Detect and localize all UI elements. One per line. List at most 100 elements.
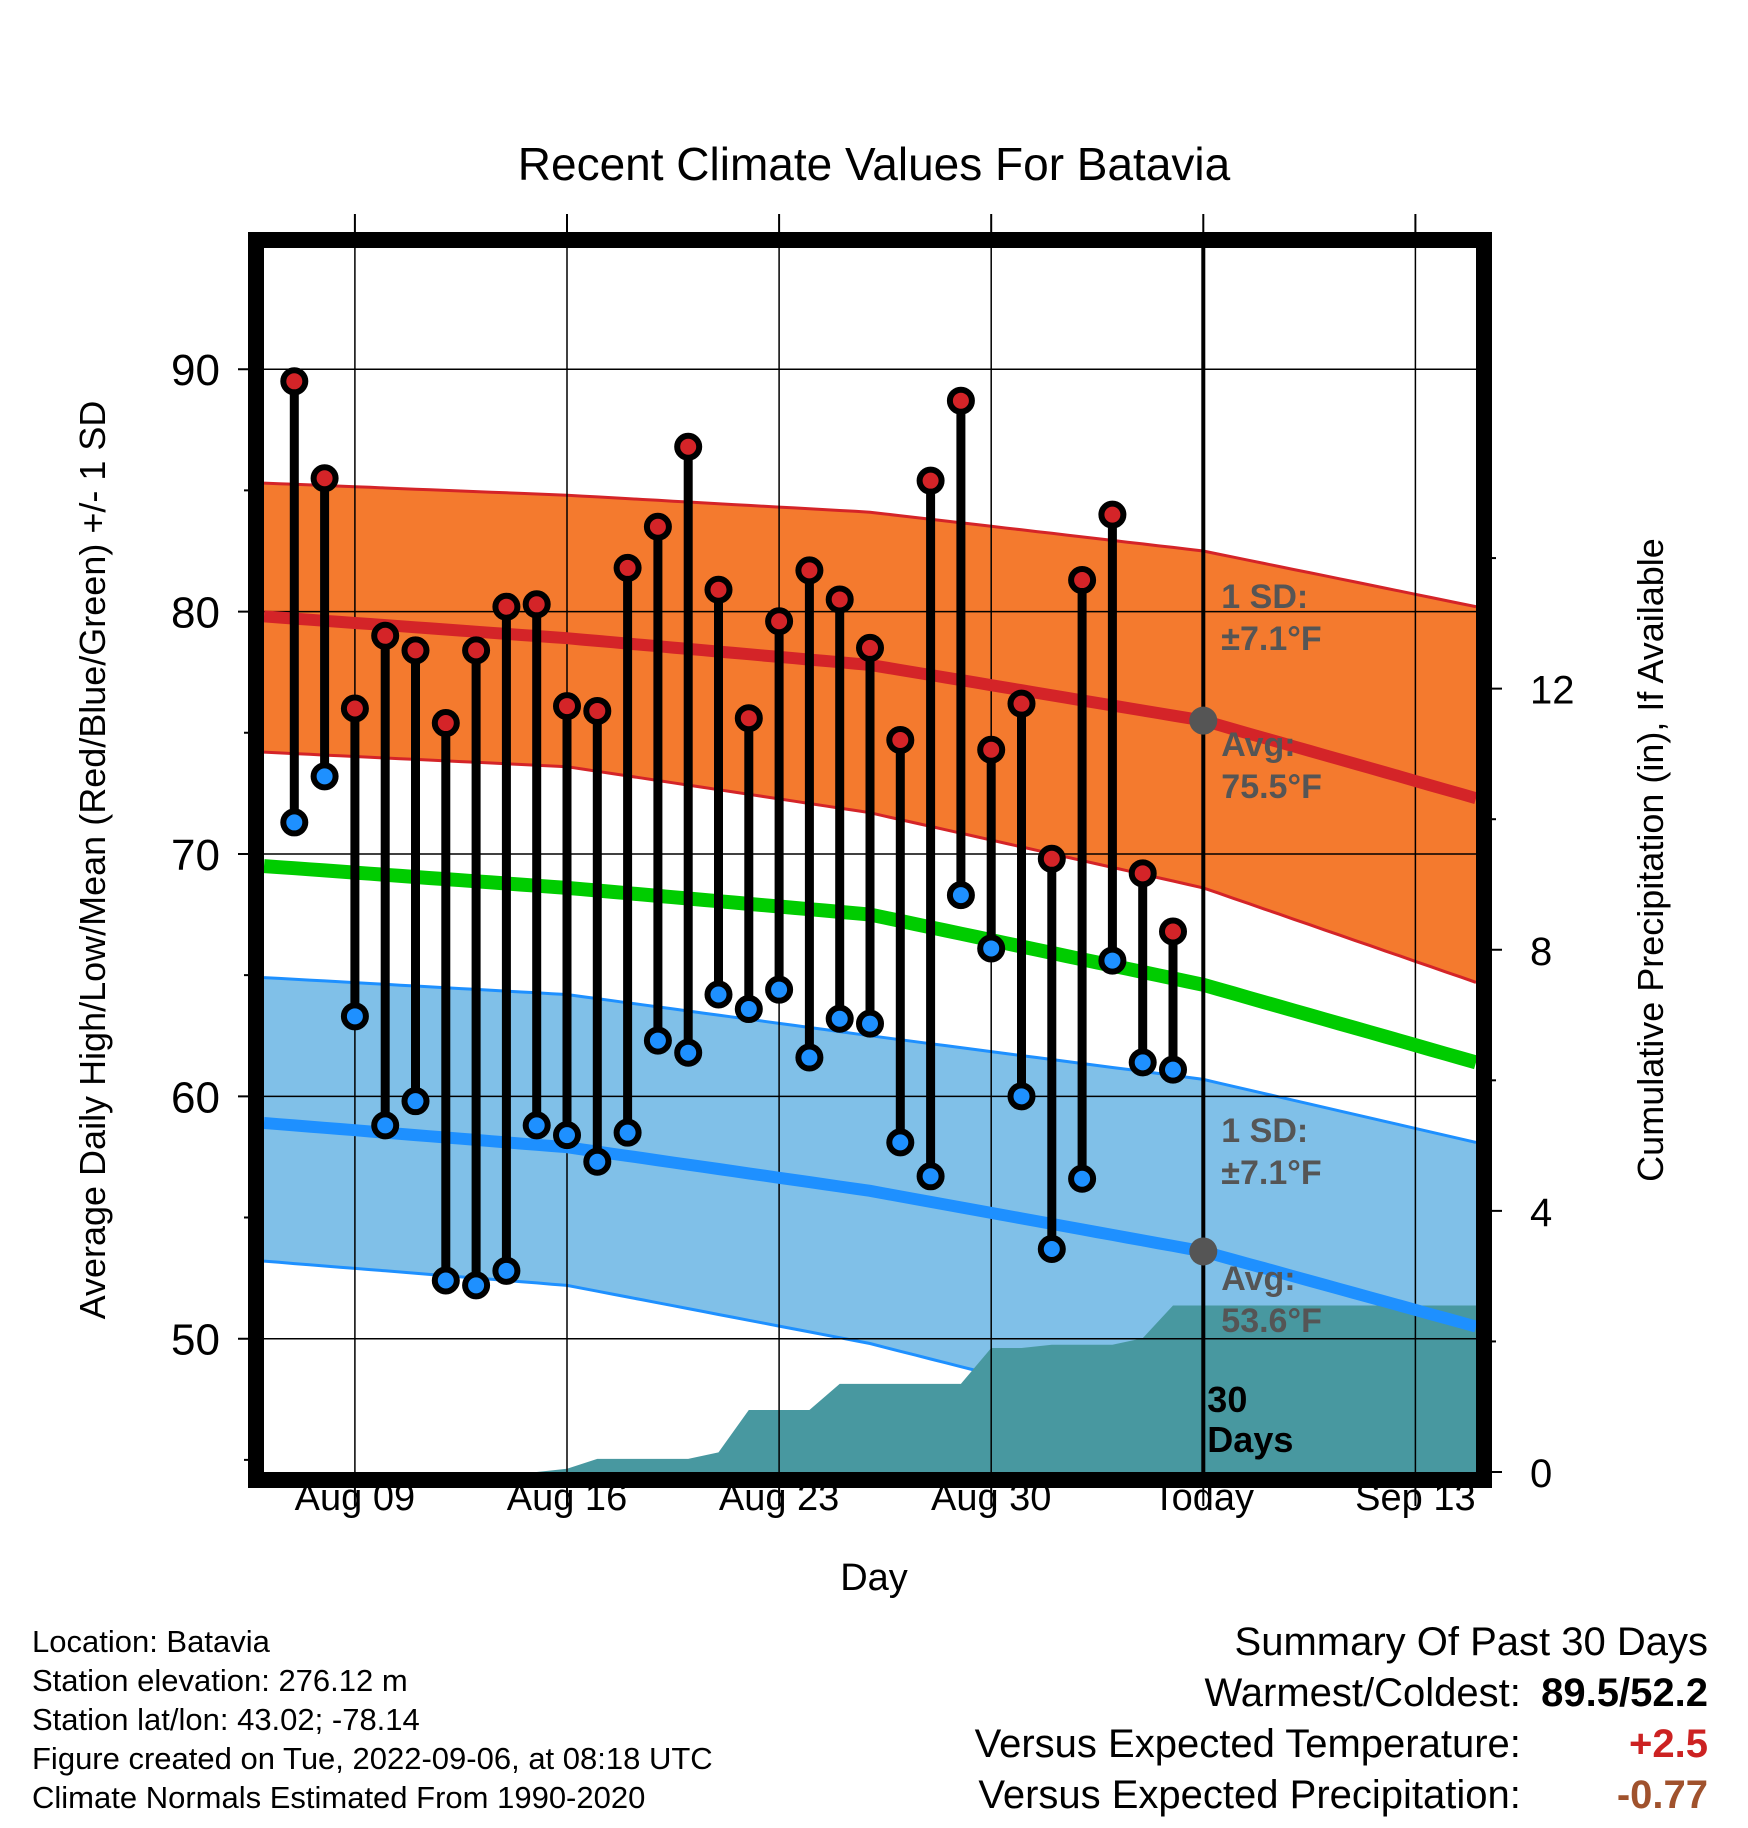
daily-high-point xyxy=(1068,566,1097,595)
y2-axis-label: Cumulative Precipitation (in), If Availa… xyxy=(1630,538,1671,1182)
y2-tick-label: 0 xyxy=(1530,1452,1552,1496)
precip-window-unit: Days xyxy=(1207,1419,1293,1460)
daily-low-point xyxy=(795,1043,824,1072)
low-avg-label: Avg: xyxy=(1221,1260,1295,1298)
daily-high-point xyxy=(553,692,581,721)
daily-high-point xyxy=(613,553,642,582)
daily-low-point xyxy=(765,975,794,1004)
warmest-coldest-value: 89.5/52.2 xyxy=(1541,1671,1708,1715)
y-tick-label: 50 xyxy=(171,1316,220,1365)
precip-window-number: 30 xyxy=(1207,1379,1247,1420)
normals-text: Climate Normals Estimated From 1990-2020 xyxy=(32,1780,646,1815)
x-tick-label: Aug 30 xyxy=(931,1477,1051,1519)
low-sd-label: 1 SD: xyxy=(1221,1112,1308,1150)
daily-low-point xyxy=(1068,1164,1097,1193)
daily-high-point xyxy=(310,464,339,493)
y-tick-label: 80 xyxy=(171,589,220,638)
daily-low-point xyxy=(280,808,309,837)
elevation-text: Station elevation: 276.12 m xyxy=(32,1663,408,1698)
low-sd-value: ±7.1°F xyxy=(1221,1154,1321,1192)
today-low-avg-marker xyxy=(1189,1237,1218,1266)
daily-high-point xyxy=(522,590,551,619)
daily-high-point xyxy=(1159,917,1187,946)
x-tick-label: Aug 16 xyxy=(507,1477,627,1519)
x-tick-label: Sep 13 xyxy=(1355,1477,1475,1519)
daily-low-point xyxy=(431,1266,460,1295)
daily-low-point xyxy=(583,1147,612,1176)
daily-high-point xyxy=(280,367,309,396)
climate-chart: Recent Climate Values For Batavia 1 SD: ±… xyxy=(72,138,1671,1599)
y2-tick-label: 4 xyxy=(1530,1191,1552,1235)
daily-high-point xyxy=(825,585,854,614)
daily-low-point xyxy=(310,762,339,791)
x-tick-label: Aug 23 xyxy=(719,1477,839,1519)
y-axis-label: Average Daily High/Low/Mean (Red/Blue/Gr… xyxy=(72,401,113,1320)
daily-low-point xyxy=(916,1162,945,1191)
daily-low-point xyxy=(553,1121,581,1150)
temp-departure-value: +2.5 xyxy=(1629,1722,1708,1766)
chart-title: Recent Climate Values For Batavia xyxy=(518,138,1231,190)
today-high-avg-marker xyxy=(1189,706,1218,735)
low-avg-line xyxy=(264,1117,1476,1333)
daily-high-point xyxy=(643,512,672,541)
y2-tick-label: 12 xyxy=(1530,669,1575,713)
precip-departure-value: -0.77 xyxy=(1616,1773,1708,1817)
daily-high-point xyxy=(765,607,794,636)
precip-departure-row: Versus Expected Precipitation: -0.77 xyxy=(975,1770,1708,1821)
daily-high-point xyxy=(946,386,975,415)
y-tick-label: 70 xyxy=(171,831,220,880)
daily-high-point xyxy=(886,726,915,755)
daily-high-point xyxy=(431,709,460,738)
daily-high-point xyxy=(916,466,945,495)
daily-low-point xyxy=(1128,1048,1157,1077)
daily-high-point xyxy=(795,556,824,585)
high-sd-label: 1 SD: xyxy=(1221,578,1308,616)
x-axis-label: Day xyxy=(840,1557,908,1599)
daily-high-point xyxy=(734,704,763,733)
daily-low-point xyxy=(401,1087,430,1116)
daily-high-point xyxy=(462,636,491,665)
x-tick-label: Aug 09 xyxy=(295,1477,415,1519)
location-text: Location: Batavia xyxy=(32,1624,270,1659)
daily-high-point xyxy=(1098,500,1127,529)
daily-low-point xyxy=(1037,1235,1066,1264)
daily-high-point xyxy=(340,694,369,723)
daily-low-point xyxy=(1007,1082,1036,1111)
warmest-coldest-label: Warmest/Coldest: xyxy=(1204,1671,1521,1715)
daily-low-point xyxy=(613,1118,642,1147)
y-tick-label: 60 xyxy=(171,1073,220,1122)
daily-low-point xyxy=(522,1111,551,1140)
daily-low-point xyxy=(977,934,1006,963)
latlon-text: Station lat/lon: 43.02; -78.14 xyxy=(32,1702,420,1737)
daily-low-point xyxy=(704,980,733,1009)
daily-high-point xyxy=(1007,689,1036,718)
x-tick-label: Today xyxy=(1153,1477,1254,1519)
daily-high-point xyxy=(977,735,1006,764)
daily-low-point xyxy=(856,1009,884,1038)
daily-high-point xyxy=(704,575,733,604)
daily-high-point xyxy=(583,696,612,725)
daily-low-point xyxy=(825,1004,854,1033)
daily-low-point xyxy=(462,1271,491,1300)
daily-high-point xyxy=(674,432,703,461)
daily-high-point xyxy=(401,636,430,665)
created-text: Figure created on Tue, 2022-09-06, at 08… xyxy=(32,1741,713,1776)
low-avg-value: 53.6°F xyxy=(1221,1302,1322,1340)
high-sd-value: ±7.1°F xyxy=(1221,620,1321,658)
daily-low-point xyxy=(946,881,975,910)
high-avg-value: 75.5°F xyxy=(1221,768,1322,806)
y-tick-label: 90 xyxy=(171,346,220,395)
plot-frame xyxy=(248,232,1492,1488)
temp-departure-label: Versus Expected Temperature: xyxy=(974,1722,1521,1766)
summary-panel: Summary Of Past 30 Days Warmest/Coldest:… xyxy=(975,1617,1708,1821)
precip-departure-label: Versus Expected Precipitation: xyxy=(978,1773,1521,1817)
daily-low-point xyxy=(1098,946,1127,975)
y2-tick-label: 8 xyxy=(1530,930,1552,974)
daily-low-point xyxy=(886,1128,915,1157)
daily-low-point xyxy=(643,1026,672,1055)
precip-area xyxy=(264,1305,1476,1472)
temp-departure-row: Versus Expected Temperature: +2.5 xyxy=(975,1719,1708,1770)
daily-low-point xyxy=(674,1038,703,1067)
daily-high-point xyxy=(371,621,400,650)
summary-title: Summary Of Past 30 Days xyxy=(1234,1620,1708,1664)
